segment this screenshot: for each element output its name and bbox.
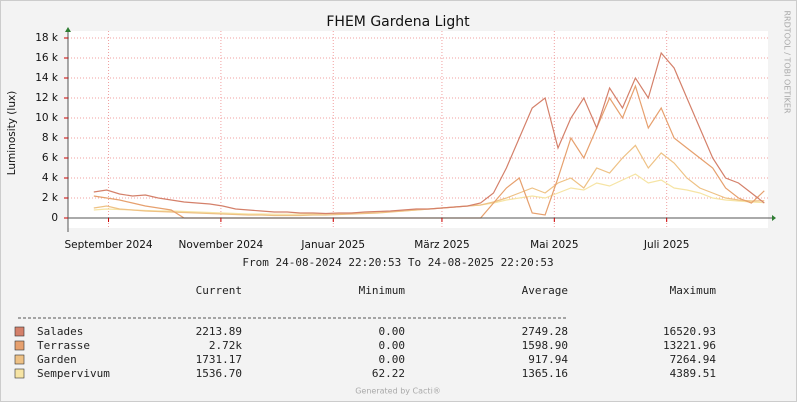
stats-value: 13221.96 xyxy=(663,339,716,352)
x-arrow xyxy=(772,215,776,221)
plot-area xyxy=(68,31,768,228)
legend-swatch xyxy=(14,368,25,379)
legend-swatch xyxy=(14,326,25,337)
legend-swatch xyxy=(14,354,25,365)
y-tick-label: 4 k xyxy=(42,172,59,184)
y-tick-label: 2 k xyxy=(42,192,59,204)
x-tick-label: Juli 2025 xyxy=(643,239,690,251)
y-arrow xyxy=(65,27,71,32)
series-line xyxy=(93,51,765,215)
stats-value: 0.00 xyxy=(379,353,406,366)
side-note: RRDTOOL / TOBI OETIKER xyxy=(783,10,792,113)
x-tick-label: September 2024 xyxy=(64,239,152,251)
legend-label: Sempervivum xyxy=(37,367,110,380)
stats-value: 16520.93 xyxy=(663,325,716,338)
stats-value: 2213.89 xyxy=(196,325,242,338)
x-tick-label: Januar 2025 xyxy=(300,239,365,251)
stats-value: 1365.16 xyxy=(522,367,568,380)
legend-label: Terrasse xyxy=(37,339,90,352)
y-tick-label: 8 k xyxy=(42,132,59,144)
stats-value: 1731.17 xyxy=(196,353,242,366)
x-tick-label: März 2025 xyxy=(414,239,469,251)
x-tick-label: Mai 2025 xyxy=(530,239,578,251)
y-axis-label: Luminosity (lux) xyxy=(6,91,18,176)
stats-header: Minimum xyxy=(359,284,406,297)
stats-value: 2.72k xyxy=(209,339,242,352)
stats-value: 2749.28 xyxy=(522,325,568,338)
x-tick-label: November 2024 xyxy=(179,239,264,251)
stats-header: Average xyxy=(522,284,568,297)
stats-value: 1598.90 xyxy=(522,339,568,352)
stats-value: 0.00 xyxy=(379,325,406,338)
y-tick-label: 16 k xyxy=(35,52,59,64)
legend-label: Salades xyxy=(37,325,83,338)
stats-value: 62.22 xyxy=(372,367,405,380)
stats-value: 0.00 xyxy=(379,339,406,352)
y-tick-label: 18 k xyxy=(35,32,59,44)
chart-title: FHEM Gardena Light xyxy=(326,14,470,30)
stats-header: Current xyxy=(196,284,242,297)
stats-value: 1536.70 xyxy=(196,367,242,380)
stats-value: 4389.51 xyxy=(670,367,716,380)
stats-header: Maximum xyxy=(670,284,717,297)
y-tick-label: 14 k xyxy=(35,72,59,84)
time-range: From 24-08-2024 22:20:53 To 24-08-2025 2… xyxy=(242,256,553,269)
footer: Generated by Cacti® xyxy=(355,387,441,396)
y-tick-label: 12 k xyxy=(35,92,59,104)
legend-label: Garden xyxy=(37,353,77,366)
legend-swatch xyxy=(14,340,25,351)
stats-value: 917.94 xyxy=(528,353,568,366)
y-tick-label: 6 k xyxy=(42,152,59,164)
y-tick-label: 0 xyxy=(51,212,58,224)
y-tick-label: 10 k xyxy=(35,112,59,124)
stats-value: 7264.94 xyxy=(670,353,717,366)
